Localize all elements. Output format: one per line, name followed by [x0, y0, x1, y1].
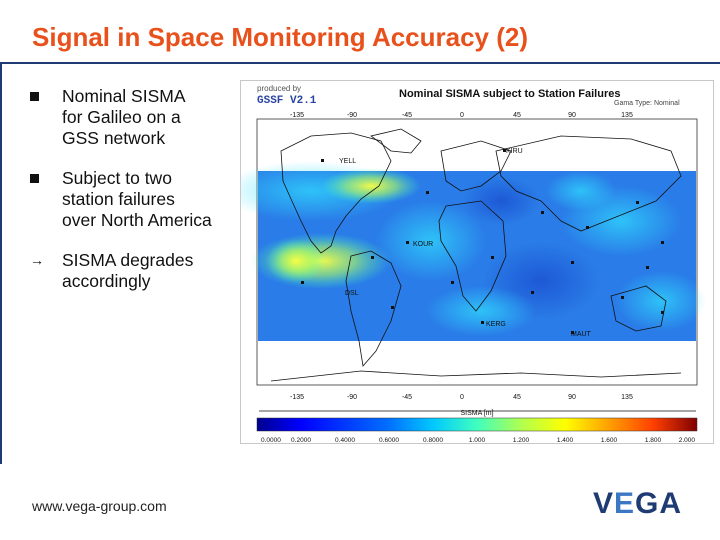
bullet-square-icon	[30, 86, 50, 107]
bullet-sisma-degrades: → SISMA degrades accordingly	[30, 250, 240, 292]
figure-title: Nominal SISMA subject to Station Failure…	[399, 88, 620, 100]
station-label: DSL	[345, 290, 359, 297]
bottom-tick-label: 90	[568, 394, 576, 401]
bottom-tick-label: 0	[460, 394, 464, 401]
bullet-line: SISMA degrades	[62, 250, 194, 270]
bullet-square-icon	[30, 168, 50, 189]
coastlines	[259, 128, 696, 412]
bullet-nominal-sisma: Nominal SISMA for Galileo on a GSS netwo…	[30, 86, 240, 149]
sisma-map-figure: produced by GSSF V2.1 Nominal SISMA subj…	[240, 80, 714, 444]
station-markers	[301, 149, 664, 334]
arrow-right-icon: →	[30, 252, 44, 268]
bullet-line: over North America	[62, 210, 212, 230]
colorbar-ticks: 0.0000 0.2000 0.4000 0.6000 0.8000 1.000…	[261, 437, 696, 444]
bottom-tick-label: -90	[347, 394, 357, 401]
colorbar-tick-label: 1.600	[601, 437, 618, 444]
colorbar-label: SISMA [m]	[460, 410, 493, 417]
colorbar-tick-label: 0.4000	[335, 437, 355, 444]
figure-subtitle: Gama Type: Nominal	[614, 100, 680, 107]
slide-title: Signal in Space Monitoring Accuracy (2)	[32, 22, 529, 52]
top-tick-label: 45	[513, 112, 521, 119]
top-tick-label: 90	[568, 112, 576, 119]
colorbar-tick-label: 0.2000	[291, 437, 311, 444]
left-accent-bar	[0, 64, 2, 464]
top-tick-label: -90	[347, 112, 357, 119]
station-label: YELL	[339, 158, 356, 165]
colorbar-tick-label: 2.000	[679, 437, 696, 444]
colorbar	[256, 417, 698, 432]
logo-part: GA	[635, 487, 683, 520]
top-tick-label: -45	[402, 112, 412, 119]
product-label: GSSF V2.1	[257, 95, 317, 107]
station-label: KERG	[486, 321, 506, 328]
logo-part: V	[593, 487, 615, 520]
bullet-line: station failures	[62, 189, 175, 209]
bullet-line: for Galileo on a	[62, 107, 181, 127]
colorbar-tick-label: 0.8000	[423, 437, 443, 444]
colorbar-tick-label: 1.000	[469, 437, 486, 444]
bottom-tick-label: 45	[513, 394, 521, 401]
bullet-line: accordingly	[62, 271, 151, 291]
bullet-station-failures: Subject to two station failures over Nor…	[30, 168, 240, 231]
vega-logo: VEGA	[593, 487, 682, 521]
footer-url: www.vega-group.com	[32, 498, 167, 514]
sisma-map-svg: produced by GSSF V2.1 Nominal SISMA subj…	[241, 84, 706, 444]
top-tick-label: 135	[621, 112, 633, 119]
colorbar-tick-label: 0.6000	[379, 437, 399, 444]
bottom-tick-label: 135	[621, 394, 633, 401]
top-tick-label: 0	[460, 112, 464, 119]
bullet-line: Subject to two	[62, 168, 172, 188]
top-tick-label: -135	[290, 112, 304, 119]
station-label: KOUR	[413, 241, 433, 248]
bottom-axis: -135 -90 -45 0 45 90 135	[290, 394, 633, 401]
bullet-line: Nominal SISMA	[62, 86, 186, 106]
produced-by-label: produced by	[257, 84, 301, 93]
colorbar-tick-label: 1.200	[513, 437, 530, 444]
logo-part: E	[614, 487, 636, 520]
station-label: KIRU	[506, 148, 523, 155]
top-axis: -135 -90 -45 0 45 90 135	[290, 112, 633, 119]
colorbar-tick-label: 1.400	[557, 437, 574, 444]
colorbar-tick-label: 1.800	[645, 437, 662, 444]
bottom-tick-label: -45	[402, 394, 412, 401]
title-divider	[0, 62, 720, 64]
station-label: MAUT	[571, 331, 592, 338]
sisma-field	[241, 161, 706, 341]
colorbar-tick-label: 0.0000	[261, 437, 281, 444]
bottom-tick-label: -135	[290, 394, 304, 401]
bullet-list: Nominal SISMA for Galileo on a GSS netwo…	[30, 86, 240, 311]
bullet-line: GSS network	[62, 128, 166, 148]
